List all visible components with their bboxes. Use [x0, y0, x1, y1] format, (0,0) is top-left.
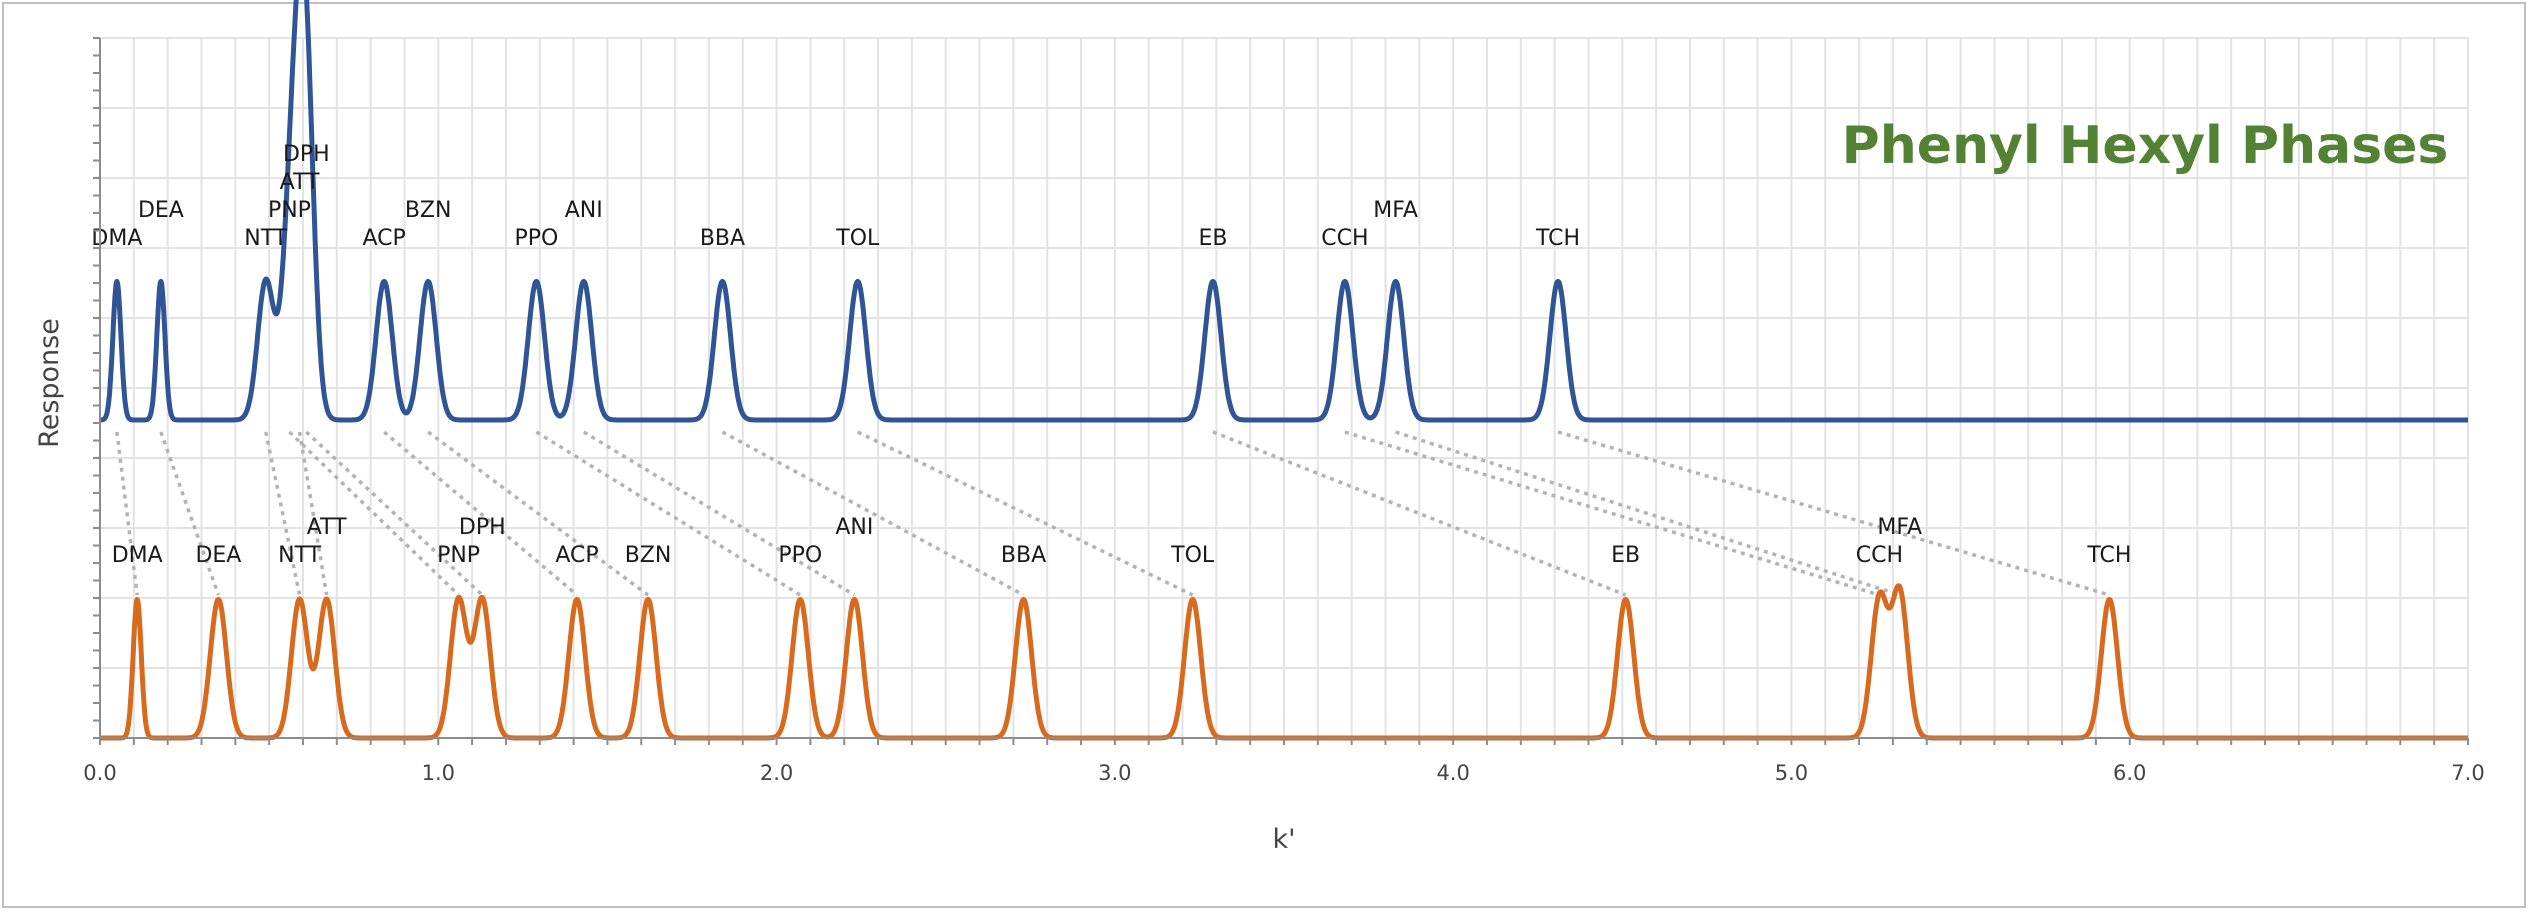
peak-label-top-ntt: NTT: [244, 226, 288, 251]
peak-label-top-mfa: MFA: [1373, 198, 1418, 223]
peak-label-bottom-tol: TOL: [1170, 543, 1215, 568]
peak-label-top-dph: DPH: [283, 142, 330, 167]
chart-title: Phenyl Hexyl Phases: [1842, 116, 2449, 176]
peak-label-top-att: ATT: [280, 170, 320, 195]
connector-dph: [305, 430, 484, 597]
peak-label-top-dea: DEA: [138, 198, 184, 223]
connector-tch: [1557, 430, 2110, 597]
peak-label-bottom-ntt: NTT: [278, 543, 322, 568]
peak-label-bottom-dea: DEA: [195, 543, 241, 568]
connector-dma: [115, 431, 139, 596]
x-axis-title: k': [1272, 824, 1295, 855]
peak-label-bottom-pnp: PNP: [437, 543, 480, 568]
y-axis-title: Response: [34, 318, 65, 448]
connector-bzn: [427, 430, 650, 597]
x-tick-label: 5.0: [1775, 761, 1808, 785]
connector-ppo: [535, 430, 802, 597]
peak-label-bottom-tch: TCH: [2086, 543, 2131, 568]
x-tick-label: 3.0: [1098, 761, 1131, 785]
peak-connectors: [115, 430, 2110, 597]
peak-label-top-pnp: PNP: [268, 198, 311, 223]
peak-label-bottom-dma: DMA: [112, 543, 163, 568]
peak-label-bottom-ppo: PPO: [778, 543, 822, 568]
x-tick-label: 0.0: [83, 761, 116, 785]
peak-label-top-tch: TCH: [1535, 226, 1580, 251]
axes: 0.0 1.0 2.0 3.0 4.0 5.0 6.0 7.0: [83, 37, 2485, 785]
x-tick-label: 1.0: [422, 761, 455, 785]
peak-label-bottom-eb: EB: [1611, 543, 1640, 568]
connector-mfa: [1395, 430, 1901, 597]
peak-label-bottom-ani: ANI: [835, 515, 873, 540]
peak-label-top-bzn: BZN: [405, 198, 452, 223]
connector-dea: [159, 431, 221, 596]
peak-label-bottom-dph: DPH: [459, 515, 506, 540]
connector-tol: [856, 430, 1194, 597]
connector-pnp: [288, 430, 460, 597]
connector-cch: [1344, 430, 1880, 597]
peak-label-bottom-att: ATT: [307, 515, 347, 540]
peak-label-top-tol: TOL: [835, 226, 880, 251]
peak-label-top-eb: EB: [1198, 226, 1227, 251]
connector-ani: [582, 430, 856, 597]
x-tick-label: 6.0: [2113, 761, 2146, 785]
peak-label-top-cch: CCH: [1321, 226, 1368, 251]
peak-label-top-acp: ACP: [363, 226, 406, 251]
x-tick-label: 7.0: [2451, 761, 2484, 785]
peak-label-bottom-mfa: MFA: [1877, 515, 1922, 540]
connector-bba: [721, 430, 1025, 597]
peak-label-bottom-bzn: BZN: [625, 543, 672, 568]
series-top-trace: [98, 0, 2470, 423]
connector-eb: [1212, 430, 1627, 597]
connector-att: [297, 431, 329, 596]
peak-label-bottom-bba: BBA: [1001, 543, 1046, 568]
peak-label-top-ani: ANI: [565, 198, 603, 223]
peak-label-top-bba: BBA: [700, 226, 745, 251]
gridlines: [99, 37, 2469, 739]
x-tick-label: 4.0: [1436, 761, 1469, 785]
peak-label-top-ppo: PPO: [514, 226, 558, 251]
peak-label-bottom-acp: ACP: [555, 543, 598, 568]
connector-ntt: [264, 431, 302, 596]
connector-acp: [383, 430, 579, 597]
x-tick-label: 2.0: [760, 761, 793, 785]
peak-labels: DMA DEA NTT PNP ATT DPH ACP BZN PPO ANI BBA TOL EB CC…: [91, 142, 2131, 568]
peak-label-bottom-cch: CCH: [1856, 543, 1903, 568]
